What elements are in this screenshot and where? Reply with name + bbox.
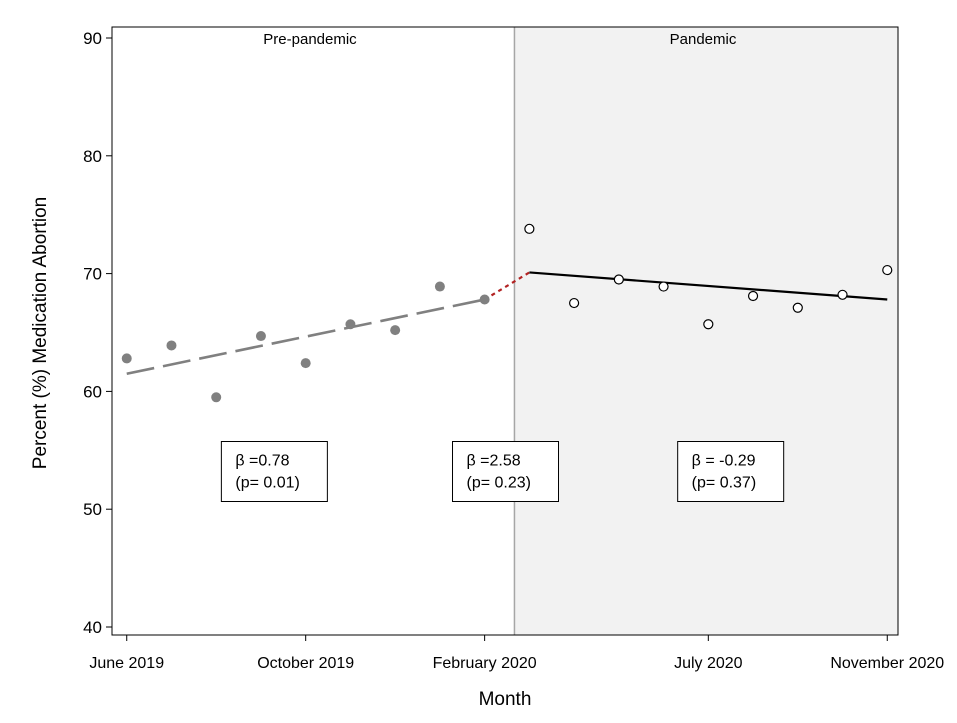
data-point-pre-pandemic [479, 294, 490, 305]
annotation-p-value: (p= 0.37) [692, 475, 756, 492]
trend-line-dashed [126, 298, 485, 376]
trend-line-dotted [484, 271, 530, 301]
data-point-pre-pandemic [434, 281, 445, 292]
data-point-pandemic [569, 297, 580, 309]
data-point-pandemic [524, 223, 535, 234]
y-tick-label: 50 [83, 500, 102, 519]
data-point-pre-pandemic [300, 358, 311, 369]
period-label-pre-pandemic: Pre-pandemic [263, 31, 357, 48]
data-point-pandemic [658, 281, 669, 292]
data-point-pre-pandemic [255, 331, 266, 342]
data-point-pre-pandemic [390, 325, 401, 336]
data-point-pandemic [792, 302, 803, 313]
x-tick-label: February 2020 [433, 655, 537, 672]
y-tick-label: 90 [83, 29, 102, 48]
period-label-pandemic: Pandemic [670, 31, 737, 48]
x-tick-label: June 2019 [89, 655, 164, 672]
data-point-pre-pandemic [121, 353, 132, 364]
shaded-period-region [514, 27, 898, 635]
plot-frame [111, 26, 899, 636]
data-point-pandemic [703, 319, 714, 330]
data-point-pre-pandemic [345, 319, 356, 330]
annotation-beta: β =0.78 [235, 453, 289, 470]
data-point-pre-pandemic [211, 392, 222, 403]
plot-area: 40 50 60 70 80 90 June 2019 October 2019 Februar… [83, 26, 944, 672]
data-point-pandemic [613, 274, 624, 285]
annotation-beta: β = -0.29 [692, 453, 756, 470]
data-point-pandemic [837, 289, 848, 300]
annotation-box [452, 441, 560, 503]
y-tick-label: 70 [83, 265, 102, 284]
x-axis-title: Month [479, 689, 532, 710]
data-point-pre-pandemic [166, 340, 177, 351]
annotation-box [220, 441, 328, 503]
annotation-box [677, 441, 785, 503]
data-point-pandemic [882, 264, 893, 276]
y-tick-label: 40 [83, 618, 102, 637]
annotation-beta: β =2.58 [467, 453, 521, 470]
annotation-p-value: (p= 0.23) [467, 475, 531, 492]
trend-line-solid [529, 271, 888, 301]
x-tick-label: November 2020 [830, 655, 944, 672]
x-tick-label: October 2019 [257, 655, 354, 672]
y-tick-label: 60 [83, 382, 102, 401]
annotation-p-value: (p= 0.01) [235, 475, 299, 492]
y-tick-label: 80 [83, 147, 102, 166]
data-point-pandemic [747, 290, 759, 302]
y-axis-title: Percent (%) Medication Abortion [30, 197, 51, 469]
x-tick-label: July 2020 [674, 655, 743, 672]
